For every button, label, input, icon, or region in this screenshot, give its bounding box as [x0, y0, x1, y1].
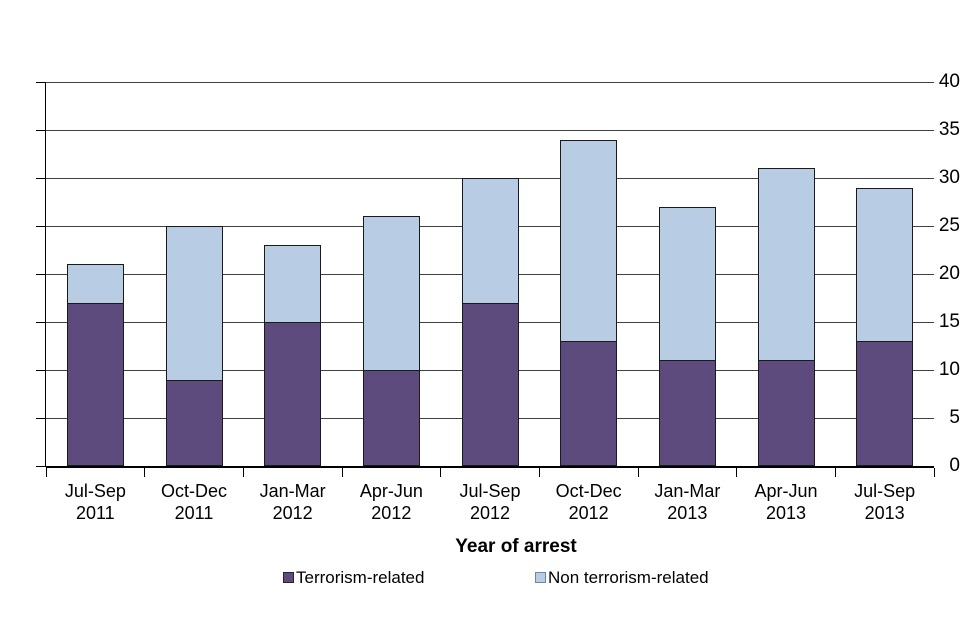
- y-axis-label: 5: [949, 407, 960, 428]
- segment-non-terrorism-related: [66, 264, 124, 303]
- x-axis-tick: [440, 468, 442, 477]
- x-axis-tick: [144, 468, 146, 477]
- segment-non-terrorism-related: [362, 216, 420, 370]
- segment-terrorism-related: [264, 322, 322, 466]
- y-axis-tick: [36, 417, 46, 419]
- gridline: [46, 177, 934, 179]
- plot-area: [36, 81, 935, 477]
- x-axis-label: Jan-Mar 2012: [259, 481, 326, 523]
- x-axis-label: Oct-Dec 2012: [555, 481, 622, 523]
- segment-terrorism-related: [757, 360, 815, 466]
- x-axis-tick: [341, 468, 343, 477]
- x-axis-tick: [45, 468, 47, 477]
- segment-non-terrorism-related: [856, 187, 914, 342]
- y-axis-label: 30: [938, 167, 960, 188]
- x-axis-tick: [736, 468, 738, 477]
- gridline: [46, 129, 934, 131]
- segment-non-terrorism-related: [757, 168, 815, 361]
- y-axis-label: 25: [938, 215, 960, 236]
- bar-group: [560, 139, 618, 466]
- x-axis-tick: [637, 468, 639, 477]
- y-axis-label: 35: [938, 119, 960, 140]
- legend-swatch-icon: [535, 572, 546, 583]
- segment-terrorism-related: [66, 302, 124, 466]
- x-axis-label: Jan-Mar 2013: [654, 481, 721, 523]
- segment-non-terrorism-related: [560, 139, 618, 342]
- x-axis-label: Apr-Jun 2013: [754, 481, 818, 523]
- segment-non-terrorism-related: [264, 245, 322, 322]
- bar-group: [165, 226, 223, 466]
- bar-group: [264, 245, 322, 466]
- bar-group: [362, 216, 420, 466]
- x-axis-title: Year of arrest: [455, 536, 577, 557]
- gridline: [46, 81, 934, 83]
- y-axis-label: 20: [938, 263, 960, 284]
- y-axis-label: 15: [938, 311, 960, 332]
- y-axis-tick: [36, 321, 46, 323]
- bar-group: [66, 264, 124, 466]
- x-axis-label: Apr-Jun 2012: [359, 481, 423, 523]
- y-axis-tick: [36, 177, 46, 179]
- legend-item-terrorism-related: Terrorism-related: [283, 569, 424, 587]
- segment-terrorism-related: [856, 341, 914, 466]
- x-axis-label: Jul-Sep 2012: [459, 481, 521, 523]
- x-axis-label: Jul-Sep 2011: [64, 481, 126, 523]
- y-axis-tick: [36, 465, 46, 467]
- segment-non-terrorism-related: [461, 178, 519, 303]
- segment-terrorism-related: [165, 379, 223, 466]
- y-axis-label: 40: [938, 71, 960, 92]
- y-axis-tick: [36, 81, 46, 83]
- legend-item-non-terrorism-related: Non terrorism-related: [535, 569, 709, 587]
- segment-non-terrorism-related: [658, 206, 716, 361]
- segment-non-terrorism-related: [165, 226, 223, 380]
- x-axis-label: Jul-Sep 2013: [854, 481, 916, 523]
- bar-group: [461, 178, 519, 466]
- y-axis-tick: [36, 369, 46, 371]
- legend-swatch-icon: [283, 572, 294, 583]
- segment-terrorism-related: [658, 360, 716, 466]
- y-axis-label: 0: [949, 455, 960, 476]
- x-axis-label: Oct-Dec 2011: [160, 481, 227, 523]
- bar-group: [856, 187, 914, 466]
- segment-terrorism-related: [560, 341, 618, 466]
- y-axis-tick: [36, 273, 46, 275]
- segment-terrorism-related: [362, 370, 420, 466]
- x-axis-tick: [538, 468, 540, 477]
- segment-terrorism-related: [461, 302, 519, 466]
- bar-group: [757, 168, 815, 466]
- y-axis-tick: [36, 225, 46, 227]
- x-axis-tick: [242, 468, 244, 477]
- legend-label: Non terrorism-related: [548, 568, 709, 587]
- bar-group: [658, 206, 716, 466]
- x-axis-tick: [834, 468, 836, 477]
- y-axis-label: 10: [938, 359, 960, 380]
- legend-label: Terrorism-related: [296, 568, 425, 587]
- x-axis-tick: [933, 468, 935, 477]
- y-axis-tick: [36, 129, 46, 131]
